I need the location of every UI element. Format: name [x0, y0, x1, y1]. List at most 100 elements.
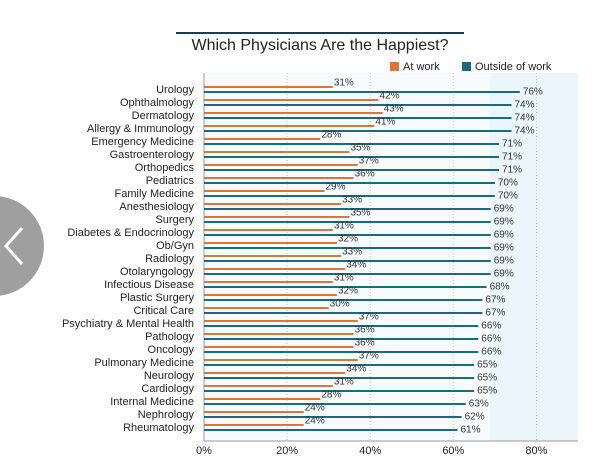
y-tick-label: Dermatology: [132, 110, 195, 122]
bar: [204, 164, 358, 166]
legend-label: At work: [403, 61, 440, 73]
value-label: 34%: [346, 260, 366, 271]
bar: [204, 151, 350, 153]
bar: [204, 385, 333, 387]
y-tick-label: Allergy & Immunology: [87, 123, 194, 135]
value-label: 28%: [321, 130, 341, 141]
value-label: 37%: [359, 351, 379, 362]
bar: [204, 416, 462, 418]
value-label: 70%: [498, 178, 518, 189]
y-tick-label: Surgery: [155, 214, 194, 226]
bar: [204, 86, 333, 88]
value-label: 62%: [465, 412, 485, 423]
bar: [204, 130, 512, 132]
value-label: 71%: [502, 165, 522, 176]
bar: [204, 260, 491, 262]
value-label: 68%: [490, 282, 510, 293]
bar: [204, 138, 321, 140]
bar: [204, 91, 520, 93]
prev-arrow[interactable]: [3, 227, 24, 265]
y-tick-label: Internal Medicine: [110, 396, 194, 408]
value-label: 29%: [326, 182, 346, 193]
y-tick-label: Radiology: [145, 253, 194, 265]
chart-title: Which Physicians Are the Happiest?: [191, 37, 448, 54]
bar: [204, 221, 491, 223]
value-label: 24%: [305, 403, 325, 414]
value-label: 41%: [375, 117, 395, 128]
bar: [204, 411, 304, 413]
legend-swatch: [462, 62, 471, 71]
bar: [204, 372, 346, 374]
plot-shade: [490, 73, 578, 441]
bar: [204, 320, 358, 322]
y-tick-label: Nephrology: [138, 409, 195, 421]
value-label: 28%: [321, 390, 341, 401]
bar: [204, 390, 475, 392]
y-tick-label: Psychiatry & Mental Health: [62, 318, 194, 330]
value-label: 33%: [342, 247, 362, 258]
value-label: 71%: [502, 152, 522, 163]
value-label: 32%: [338, 286, 358, 297]
value-label: 32%: [338, 234, 358, 245]
bar: [204, 234, 491, 236]
bar: [204, 333, 354, 335]
value-label: 65%: [477, 386, 497, 397]
bar: [204, 229, 333, 231]
bar: [204, 398, 321, 400]
legend-swatch: [390, 62, 399, 71]
value-label: 35%: [350, 208, 370, 219]
bar: [204, 338, 479, 340]
value-label: 65%: [477, 373, 497, 384]
value-label: 69%: [494, 243, 514, 254]
value-label: 42%: [380, 91, 400, 102]
bar: [204, 429, 458, 431]
value-label: 33%: [342, 195, 362, 206]
bar: [204, 255, 342, 257]
bar: [204, 195, 495, 197]
value-label: 74%: [515, 100, 535, 111]
y-tick-label: Urology: [156, 84, 194, 96]
bar: [204, 424, 304, 426]
value-label: 37%: [359, 312, 379, 323]
bar: [204, 99, 379, 101]
bar: [204, 156, 500, 158]
bar: [204, 169, 500, 171]
value-label: 66%: [481, 347, 501, 358]
y-tick-label: Rheumatology: [123, 422, 194, 434]
y-tick-label: Emergency Medicine: [91, 136, 194, 148]
y-tick-label: Diabetes & Endocrinology: [67, 227, 194, 239]
bar: [204, 190, 325, 192]
bar: [204, 359, 358, 361]
y-tick-label: Pathology: [145, 331, 194, 343]
bar: [204, 286, 487, 288]
bar: [204, 203, 342, 205]
value-label: 63%: [469, 399, 489, 410]
y-tick-label: Ophthalmology: [120, 97, 194, 109]
value-label: 43%: [384, 104, 404, 115]
value-label: 69%: [494, 269, 514, 280]
value-label: 70%: [498, 191, 518, 202]
prev-button[interactable]: [0, 196, 44, 296]
bar: [204, 216, 350, 218]
bar: [204, 294, 337, 296]
bar: [204, 299, 483, 301]
bar: [204, 268, 346, 270]
bar: [204, 273, 491, 275]
bar: [204, 281, 333, 283]
value-label: 36%: [355, 325, 375, 336]
y-tick-label: Critical Care: [133, 305, 194, 317]
x-tick-label: 60%: [442, 445, 464, 457]
prev-circle[interactable]: [0, 196, 44, 296]
y-tick-label: Oncology: [148, 344, 195, 356]
y-tick-label: Pulmonary Medicine: [94, 357, 194, 369]
value-label: 66%: [481, 321, 501, 332]
y-tick-label: Plastic Surgery: [120, 292, 194, 304]
bar: [204, 242, 337, 244]
value-label: 74%: [515, 113, 535, 124]
bar: [204, 325, 479, 327]
value-label: 69%: [494, 230, 514, 241]
value-label: 24%: [305, 416, 325, 427]
bar: [204, 208, 491, 210]
y-tick-label: Ob/Gyn: [156, 240, 194, 252]
